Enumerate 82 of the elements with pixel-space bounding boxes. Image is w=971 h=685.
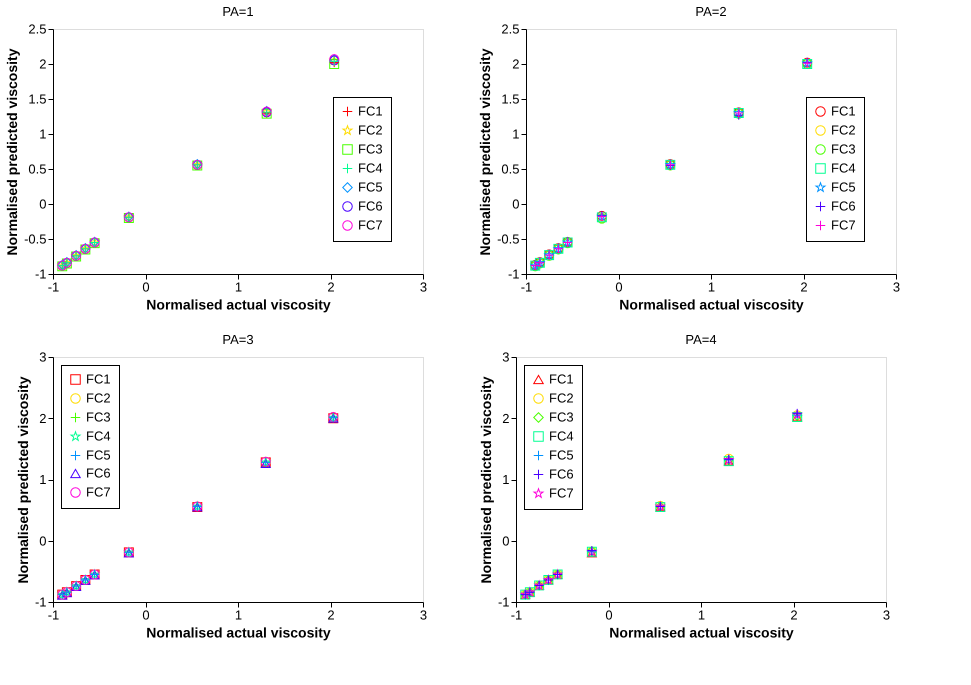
legend-label: FC4 (358, 160, 383, 176)
chart-title: PA=4 (685, 332, 717, 347)
x-tick-label: 3 (420, 608, 428, 622)
y-tick-label: -1 (508, 266, 520, 282)
x-tick-label: 3 (420, 280, 428, 294)
x-tick-label: 0 (605, 608, 613, 622)
y-tick-label: 2 (39, 56, 46, 72)
x-tick-label: 1 (234, 608, 242, 622)
y-tick-label: 1 (39, 472, 46, 487)
chart-title: PA=2 (695, 4, 727, 19)
y-tick-label: 3 (502, 350, 510, 364)
legend-label: FC4 (549, 428, 574, 444)
legend-label: FC1 (549, 372, 574, 386)
x-axis-title: Normalised actual viscosity (146, 624, 331, 640)
legend-label: FC5 (86, 448, 111, 462)
x-axis-title: Normalised actual viscosity (146, 296, 331, 312)
x-tick-label: 2 (800, 280, 808, 294)
legend-label: FC7 (831, 218, 856, 232)
legend-label: FC5 (549, 448, 574, 462)
y-tick-label: 2.5 (501, 22, 520, 36)
y-tick-label: -1 (498, 594, 510, 610)
legend-label: FC3 (831, 142, 856, 156)
x-tick-label: 0 (142, 608, 150, 622)
legend-label: FC7 (86, 484, 111, 500)
legend-label: FC2 (86, 390, 111, 406)
y-tick-label: -1 (34, 266, 46, 282)
y-tick-label: -1 (34, 594, 46, 610)
legend-label: FC1 (831, 104, 856, 118)
y-tick-label: -0.5 (497, 232, 520, 246)
legend-label: FC4 (86, 428, 111, 444)
legend-label: FC1 (86, 372, 111, 386)
y-tick-label: 2 (39, 410, 46, 426)
y-axis-title: Normalised predicted viscosity (14, 376, 31, 584)
y-tick-label: 1 (39, 126, 46, 142)
y-tick-label: 2 (512, 56, 520, 72)
y-tick-label: 3 (39, 350, 46, 364)
y-tick-label: 2.5 (28, 22, 46, 36)
y-tick-label: 1 (502, 472, 510, 487)
x-tick-label: 3 (892, 280, 900, 294)
y-tick-label: 0.5 (28, 162, 46, 176)
y-tick-label: -0.5 (24, 232, 46, 246)
x-axis-title: Normalised actual viscosity (609, 624, 794, 640)
x-axis-title: Normalised actual viscosity (619, 296, 804, 312)
x-tick-label: 2 (327, 608, 335, 622)
x-tick-label: 1 (708, 280, 716, 294)
legend-label: FC4 (831, 160, 856, 176)
y-tick-label: 1.5 (28, 92, 46, 106)
legend-label: FC6 (549, 466, 574, 482)
legend-label: FC6 (831, 198, 856, 214)
legend-label: FC2 (831, 122, 856, 138)
x-tick-label: 0 (142, 280, 150, 294)
x-tick-label: 2 (327, 280, 335, 294)
legend-label: FC1 (358, 104, 383, 118)
y-axis-title: Normalised predicted viscosity (4, 48, 20, 256)
y-tick-label: 1.5 (501, 92, 520, 106)
legend-label: FC7 (549, 486, 574, 500)
legend-label: FC6 (86, 466, 111, 480)
x-tick-label: 1 (234, 280, 242, 294)
legend-label: FC6 (358, 198, 383, 214)
y-tick-label: 0.5 (501, 162, 520, 176)
y-tick-label: 1 (512, 126, 520, 142)
y-tick-label: 0 (512, 196, 520, 212)
x-tick-label: 0 (615, 280, 623, 294)
y-axis-title: Normalised predicted viscosity (478, 376, 494, 584)
x-tick-label: 3 (882, 608, 890, 622)
y-axis-title: Normalised predicted viscosity (477, 48, 494, 256)
legend-label: FC3 (86, 410, 111, 424)
x-tick-label: 2 (790, 608, 798, 622)
legend-label: FC7 (358, 218, 383, 232)
legend-label: FC3 (549, 410, 574, 424)
y-tick-label: 0 (39, 533, 46, 548)
legend-label: FC2 (358, 122, 383, 138)
chart-title: PA=3 (222, 332, 254, 347)
chart-title: PA=1 (222, 4, 254, 19)
legend-label: FC5 (358, 180, 383, 194)
legend-label: FC3 (358, 142, 383, 156)
legend-label: FC5 (831, 180, 856, 194)
y-tick-label: 2 (502, 410, 510, 426)
x-tick-label: 1 (698, 608, 706, 622)
legend-label: FC2 (549, 390, 574, 406)
y-tick-label: 0 (502, 533, 510, 548)
y-tick-label: 0 (39, 196, 46, 212)
